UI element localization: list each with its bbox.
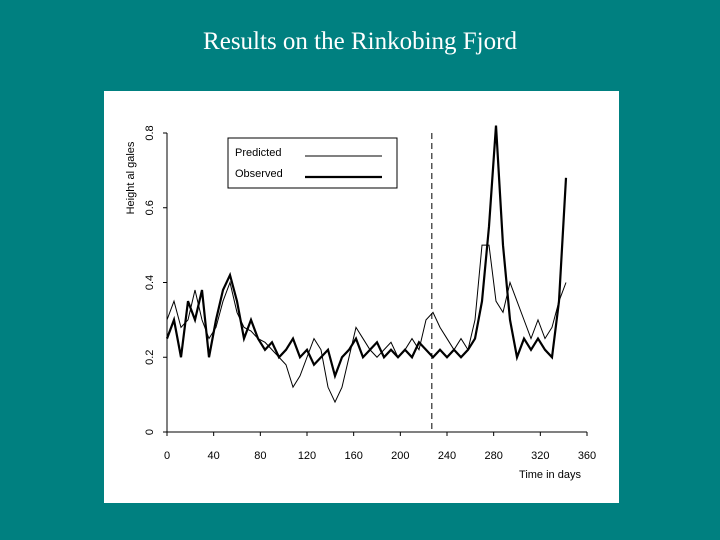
x-tick-label: 240 (438, 450, 456, 462)
x-tick-label: 160 (344, 450, 362, 462)
y-tick-label: 0.2 (144, 350, 156, 365)
y-tick-label: 0.4 (144, 275, 156, 290)
legend-label: Predicted (235, 147, 281, 159)
x-tick-label: 80 (254, 450, 266, 462)
y-tick-label: 0.8 (144, 125, 156, 140)
x-tick-label: 280 (484, 450, 502, 462)
x-tick-label: 0 (164, 450, 170, 462)
series-line (165, 125, 568, 380)
x-tick-label: 40 (208, 450, 220, 462)
y-tick-label: 0.6 (144, 200, 156, 215)
y-tick-label: 0 (144, 429, 156, 435)
x-tick-label: 360 (578, 450, 596, 462)
x-tick-label: 200 (391, 450, 409, 462)
x-axis-label: Time in days (519, 469, 581, 481)
slide-title: Results on the Rinkobing Fjord (203, 28, 517, 55)
series-line (166, 244, 567, 404)
y-axis-label: Height al gales (125, 141, 137, 214)
x-tick-label: 320 (531, 450, 549, 462)
legend (227, 137, 398, 189)
x-tick-label: 120 (298, 450, 316, 462)
legend-label: Observed (235, 168, 283, 180)
